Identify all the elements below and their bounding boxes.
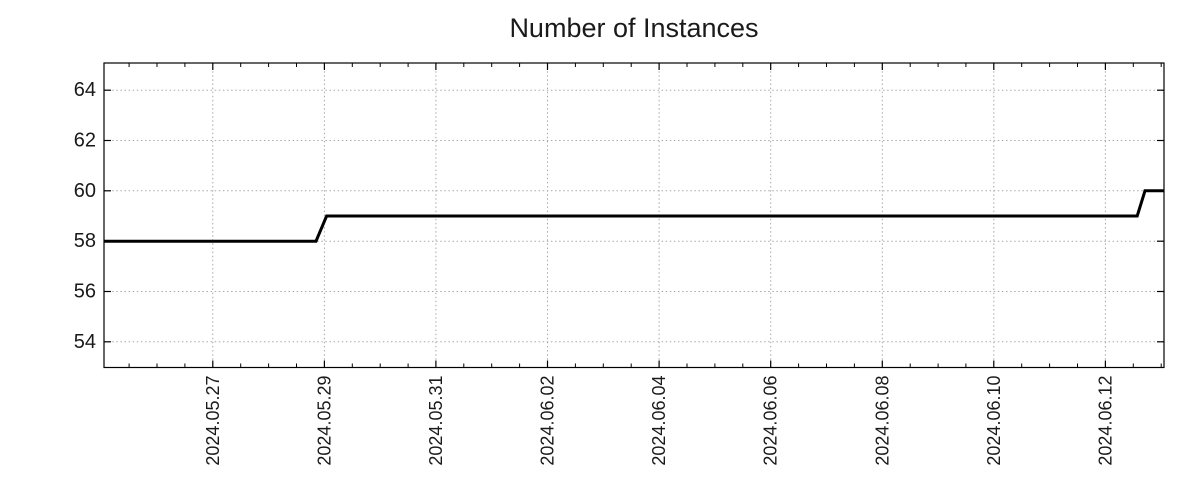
y-tick-label: 62 [74, 130, 96, 152]
y-tick-label: 60 [74, 180, 96, 202]
x-tick-label: 2024.06.10 [984, 376, 1004, 466]
x-tick-label: 2024.05.31 [426, 376, 446, 466]
x-tick-label: 2024.06.04 [649, 376, 669, 466]
y-tick-label: 64 [74, 79, 96, 101]
x-tick-label: 2024.06.12 [1095, 376, 1115, 466]
plot-border [103, 62, 1165, 369]
y-tick-label: 58 [74, 230, 96, 252]
x-tick-label: 2024.06.06 [761, 376, 781, 466]
y-tick-label: 54 [74, 331, 96, 353]
y-tick-label: 56 [74, 281, 96, 303]
chart-title: Number of Instances [509, 13, 759, 43]
x-tick-label: 2024.05.29 [314, 376, 334, 466]
x-tick-label: 2024.05.27 [203, 376, 223, 466]
x-tick-label: 2024.06.08 [872, 376, 892, 466]
x-tick-label: 2024.06.02 [538, 376, 558, 466]
data-line-instances [104, 189, 1164, 243]
